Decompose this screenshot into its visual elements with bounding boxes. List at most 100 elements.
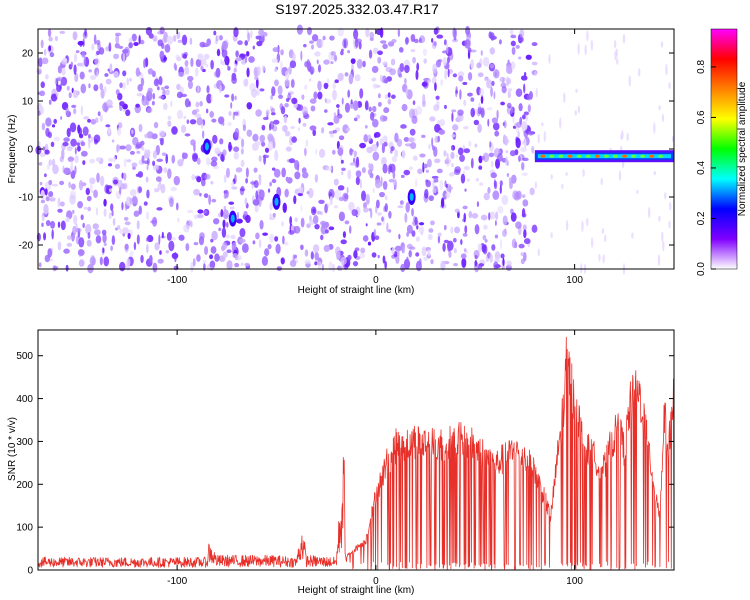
- heatmap-cell: [131, 33, 137, 42]
- heatmap-cell: [333, 54, 338, 62]
- heatmap-cell: [529, 187, 535, 196]
- heatmap-cell: [143, 160, 149, 164]
- heatmap-cell: [171, 126, 178, 135]
- snr-ytick-label: 100: [16, 523, 33, 534]
- heatmap-cell: [410, 49, 416, 53]
- heatmap-cell: [438, 129, 446, 135]
- heatmap-cell: [406, 224, 413, 234]
- heatmap-cell: [236, 218, 243, 224]
- heatmap-cell: [496, 109, 499, 120]
- heatmap-cell: [481, 244, 487, 253]
- heatmap-cell: [221, 227, 227, 238]
- heatmap-cell: [121, 172, 124, 179]
- heatmap-cell: [483, 192, 490, 201]
- heatmap-cell: [463, 148, 471, 154]
- heatmap-cell: [74, 147, 77, 155]
- heatmap-cell: [351, 209, 358, 217]
- heatmap-cell: [53, 136, 61, 142]
- heatmap-cell: [159, 26, 165, 35]
- heatmap-cell: [72, 209, 75, 214]
- heatmap-cell: [320, 220, 327, 226]
- heatmap-cell: [403, 169, 411, 176]
- heatmap-cell: [427, 233, 433, 241]
- heatmap-cell: [494, 220, 497, 226]
- heatmap-cell: [151, 100, 155, 106]
- heatmap-cell: [435, 95, 440, 100]
- heatmap-cell: [382, 135, 388, 143]
- heatmap-cell: [203, 263, 206, 271]
- heatmap-cell: [215, 67, 221, 78]
- heatmap-cell: [361, 167, 366, 174]
- heatmap-cell: [621, 129, 624, 140]
- heatmap-cell: [309, 98, 317, 104]
- heatmap-cell: [131, 129, 134, 134]
- heatmap-cell: [272, 212, 276, 218]
- heatmap-cell: [275, 243, 281, 255]
- heatmap-cell: [113, 53, 120, 60]
- heatmap-cell: [386, 222, 389, 233]
- heatmap-cell: [521, 172, 528, 177]
- snr-ytick-label: 200: [16, 480, 33, 491]
- heatmap-cell: [506, 260, 512, 267]
- heatmap-cell: [482, 56, 490, 67]
- heatmap-cell: [197, 214, 204, 219]
- heatmap-cell: [492, 122, 500, 131]
- heatmap-cell: [227, 66, 231, 71]
- heatmap-cell: [74, 52, 78, 63]
- heatmap-cell: [183, 115, 187, 120]
- heatmap-cell: [72, 31, 78, 41]
- heatmap-cell: [462, 232, 468, 237]
- heatmap-cell: [129, 188, 137, 197]
- heatmap-cell: [441, 50, 448, 54]
- heatmap-cell: [281, 221, 284, 227]
- heatmap-cell: [388, 178, 396, 183]
- heatmap-cell: [520, 252, 525, 257]
- heatmap-cell: [228, 141, 232, 152]
- heatmap-cell: [470, 49, 477, 53]
- heatmap-cell: [493, 91, 496, 100]
- heatmap-cell: [648, 206, 651, 219]
- heatmap-cell: [85, 223, 92, 235]
- heatmap-cell: [269, 233, 274, 244]
- heatmap-cell: [313, 214, 319, 225]
- heatmap-cell: [349, 162, 356, 166]
- heatmap-cell: [96, 50, 101, 56]
- heatmap-cell: [271, 178, 277, 184]
- heatmap-cell: [525, 114, 528, 122]
- heatmap-cell: [354, 38, 359, 48]
- heatmap-cell: [411, 207, 414, 217]
- heatmap-cell: [452, 124, 459, 131]
- heatmap-feature-spot: [274, 197, 279, 206]
- heatmap-cell: [117, 179, 123, 189]
- heatmap-cell: [423, 58, 427, 64]
- heatmap-cell: [123, 216, 129, 221]
- heatmap-cell: [140, 77, 145, 87]
- heatmap-cell: [200, 58, 207, 66]
- heatmap-cell: [158, 129, 166, 137]
- heatmap-cell: [489, 141, 492, 148]
- heatmap-cell: [222, 121, 225, 126]
- heatmap-cell: [404, 77, 407, 85]
- heatmap-cell: [87, 232, 91, 240]
- heatmap-cell: [433, 27, 439, 35]
- colorbar-tick-label: 0.0: [696, 262, 707, 276]
- heatmap-cell: [283, 115, 288, 124]
- heatmap-cell: [131, 162, 138, 168]
- heatmap-cell: [195, 101, 200, 108]
- spectrogram-xlabel: Height of straight line (km): [298, 285, 415, 296]
- heatmap-cell: [294, 217, 298, 223]
- spectrogram-xtick-label: 0: [373, 275, 379, 286]
- heatmap-cell: [525, 54, 532, 60]
- heatmap-cell: [226, 221, 229, 228]
- heatmap-cell: [327, 122, 334, 126]
- heatmap-cell: [397, 67, 402, 78]
- heatmap-cell: [95, 157, 101, 162]
- heatmap-cell: [91, 43, 95, 51]
- heatmap-cell: [239, 227, 246, 238]
- heatmap-cell: [146, 243, 149, 254]
- heatmap-cell: [176, 109, 184, 120]
- heatmap-cell: [252, 133, 259, 142]
- heatmap-cell: [427, 79, 432, 83]
- heatmap-cell: [336, 251, 341, 261]
- heatmap-cell: [101, 104, 104, 109]
